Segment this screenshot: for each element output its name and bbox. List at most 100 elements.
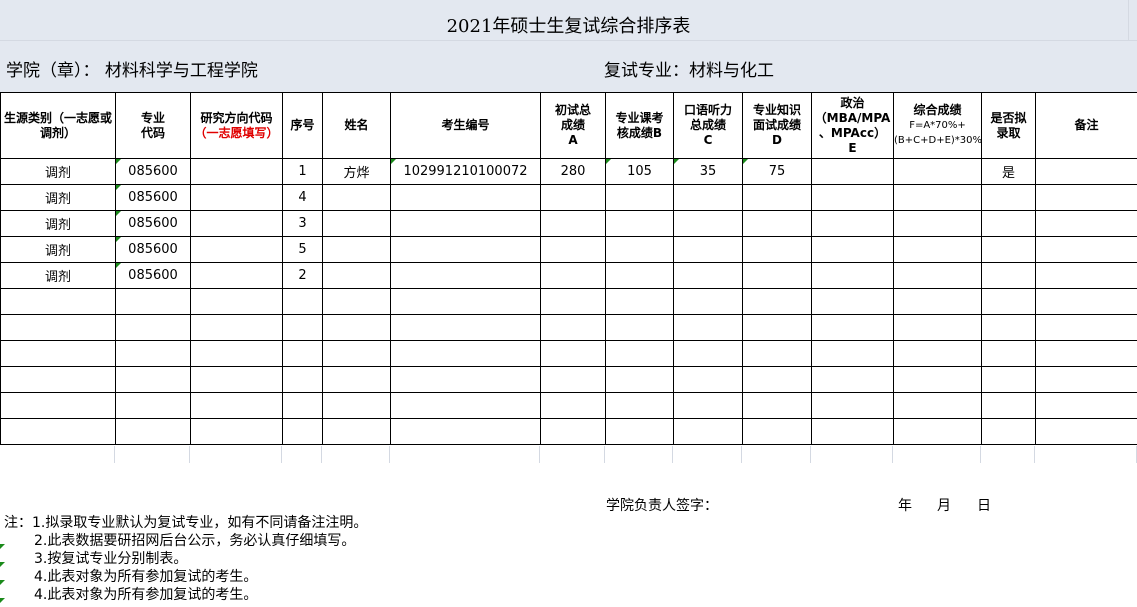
cell-score-e[interactable]: [811, 262, 894, 289]
cell-exam-id[interactable]: 102991210100072: [390, 158, 541, 185]
cell-score-a[interactable]: [540, 314, 606, 341]
cell-score-c[interactable]: [673, 340, 743, 367]
header-admit[interactable]: 是否拟 录取: [981, 92, 1036, 159]
cell-score-a[interactable]: 280: [540, 158, 606, 185]
cell-remarks[interactable]: [1035, 158, 1137, 185]
cell-major-code[interactable]: [115, 366, 191, 393]
header-score-a[interactable]: 初试总 成绩 A: [540, 92, 606, 159]
cell-name[interactable]: 方烨: [322, 158, 391, 185]
cell-major-code[interactable]: [115, 314, 191, 341]
cell-seq[interactable]: [282, 340, 323, 367]
header-remarks[interactable]: 备注: [1035, 92, 1137, 159]
cell-score-c[interactable]: [673, 184, 743, 211]
cell-exam-id[interactable]: [390, 366, 541, 393]
cell-source-type[interactable]: 调剂: [0, 158, 116, 185]
cell-seq[interactable]: 4: [282, 184, 323, 211]
cell-score-a[interactable]: [540, 262, 606, 289]
cell-admit[interactable]: [981, 236, 1036, 263]
cell-score-d[interactable]: [742, 288, 812, 315]
header-research-code[interactable]: 研究方向代码（一志愿填写）: [190, 92, 283, 159]
cell-research-code[interactable]: [190, 392, 283, 419]
cell-source-type[interactable]: [0, 314, 116, 341]
cell-score-d[interactable]: [742, 418, 812, 445]
cell-score-e[interactable]: [811, 288, 894, 315]
cell-seq[interactable]: 2: [282, 262, 323, 289]
cell-major-code[interactable]: 085600: [115, 158, 191, 185]
cell-score-b[interactable]: [605, 392, 674, 419]
cell-seq[interactable]: 5: [282, 236, 323, 263]
cell-score-b[interactable]: [605, 210, 674, 237]
cell-source-type[interactable]: [0, 392, 116, 419]
cell-name[interactable]: [322, 236, 391, 263]
cell-source-type[interactable]: 调剂: [0, 236, 116, 263]
cell-admit[interactable]: [981, 288, 1036, 315]
header-total[interactable]: 综合成绩 F=A*70%+(B+C+D+E)*30%: [893, 92, 982, 159]
header-source-type[interactable]: 生源类别（一志愿或调剂）: [0, 92, 116, 159]
cell-score-b[interactable]: [605, 418, 674, 445]
cell-score-e[interactable]: [811, 210, 894, 237]
cell-admit[interactable]: 是: [981, 158, 1036, 185]
cell-score-e[interactable]: [811, 340, 894, 367]
cell-score-b[interactable]: [605, 340, 674, 367]
cell-score-d[interactable]: [742, 184, 812, 211]
cell-total[interactable]: [893, 288, 982, 315]
cell-research-code[interactable]: [190, 262, 283, 289]
cell-score-b[interactable]: [605, 366, 674, 393]
cell-seq[interactable]: [282, 366, 323, 393]
cell-research-code[interactable]: [190, 366, 283, 393]
cell-name[interactable]: [322, 184, 391, 211]
cell-exam-id[interactable]: [390, 392, 541, 419]
cell-score-d[interactable]: [742, 262, 812, 289]
cell-exam-id[interactable]: [390, 236, 541, 263]
cell-total[interactable]: [893, 210, 982, 237]
cell-score-e[interactable]: [811, 392, 894, 419]
cell-major-code[interactable]: 085600: [115, 236, 191, 263]
cell-total[interactable]: [893, 262, 982, 289]
cell-score-e[interactable]: [811, 366, 894, 393]
cell-remarks[interactable]: [1035, 340, 1137, 367]
cell-seq[interactable]: 3: [282, 210, 323, 237]
header-exam-id[interactable]: 考生编号: [390, 92, 541, 159]
cell-remarks[interactable]: [1035, 392, 1137, 419]
cell-total[interactable]: [893, 392, 982, 419]
cell-admit[interactable]: [981, 392, 1036, 419]
cell-score-d[interactable]: [742, 236, 812, 263]
cell-score-b[interactable]: [605, 314, 674, 341]
cell-score-e[interactable]: [811, 184, 894, 211]
header-seq[interactable]: 序号: [282, 92, 323, 159]
cell-total[interactable]: [893, 366, 982, 393]
cell-score-c[interactable]: [673, 288, 743, 315]
cell-seq[interactable]: [282, 314, 323, 341]
cell-remarks[interactable]: [1035, 314, 1137, 341]
header-score-b[interactable]: 专业课考 核成绩B: [605, 92, 674, 159]
cell-score-c[interactable]: [673, 314, 743, 341]
cell-research-code[interactable]: [190, 184, 283, 211]
cell-score-a[interactable]: [540, 366, 606, 393]
cell-research-code[interactable]: [190, 158, 283, 185]
cell-admit[interactable]: [981, 314, 1036, 341]
cell-name[interactable]: [322, 210, 391, 237]
cell-score-a[interactable]: [540, 418, 606, 445]
cell-source-type[interactable]: [0, 418, 116, 445]
cell-score-b[interactable]: [605, 236, 674, 263]
cell-research-code[interactable]: [190, 314, 283, 341]
cell-admit[interactable]: [981, 210, 1036, 237]
cell-exam-id[interactable]: [390, 418, 541, 445]
header-major-code[interactable]: 专业 代码: [115, 92, 191, 159]
cell-remarks[interactable]: [1035, 366, 1137, 393]
cell-seq[interactable]: [282, 392, 323, 419]
cell-score-c[interactable]: [673, 236, 743, 263]
cell-name[interactable]: [322, 288, 391, 315]
cell-source-type[interactable]: [0, 288, 116, 315]
cell-total[interactable]: [893, 158, 982, 185]
cell-source-type[interactable]: 调剂: [0, 184, 116, 211]
header-score-e[interactable]: 政治 （MBA/MPA 、MPAcc） E: [811, 92, 894, 159]
cell-research-code[interactable]: [190, 288, 283, 315]
cell-score-a[interactable]: [540, 288, 606, 315]
cell-total[interactable]: [893, 236, 982, 263]
cell-remarks[interactable]: [1035, 262, 1137, 289]
cell-source-type[interactable]: 调剂: [0, 210, 116, 237]
cell-score-c[interactable]: [673, 392, 743, 419]
cell-score-c[interactable]: [673, 262, 743, 289]
cell-major-code[interactable]: 085600: [115, 210, 191, 237]
